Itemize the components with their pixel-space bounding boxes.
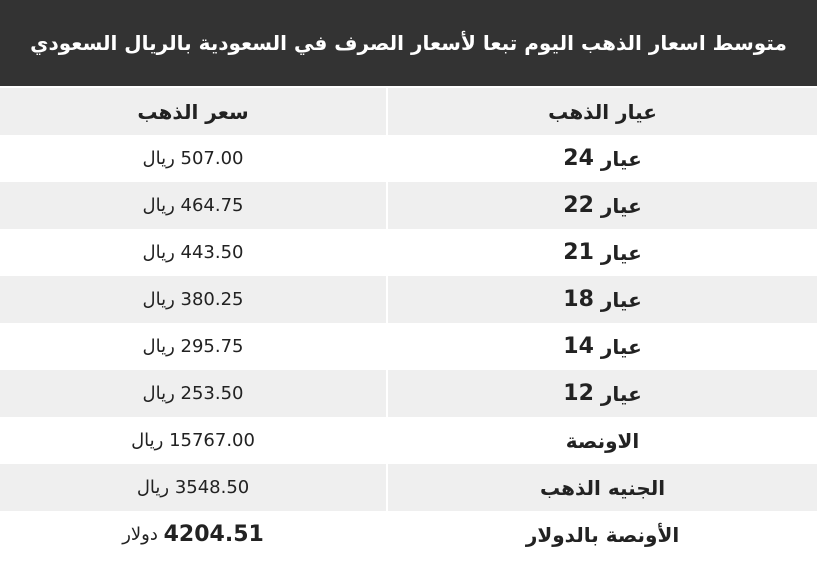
cell-text: 21 (563, 240, 594, 265)
cell-text: ريال (142, 242, 175, 263)
cell-text: عيار (600, 146, 642, 171)
cell-text: ريال (136, 477, 170, 498)
table-cell: 443.50 ريال (0, 229, 386, 276)
cell-text: الاونصة (565, 428, 640, 453)
table-title: متوسط اسعار الذهب اليوم تبعا لأسعار الصر… (0, 0, 817, 86)
cell-text: ريال (142, 336, 175, 357)
table-row: عيار 14 295.75 ريال (0, 323, 817, 370)
cell-text: الأونصة بالدولار (525, 522, 680, 547)
cell-text: 295.75 (180, 336, 244, 357)
column-header: سعر الذهب (137, 99, 249, 124)
table-cell: 3548.50 ريال (0, 464, 386, 511)
table-row: عيار 21 443.50 ريال (0, 229, 817, 276)
table-row: الاونصة 15767.00 ريال (0, 417, 817, 464)
cell-text: 253.50 (180, 383, 244, 404)
table-cell: 507.00 ريال (0, 135, 386, 182)
table-cell: عيار 22 (386, 182, 817, 229)
table-row: الجنيه الذهب 3548.50 ريال (0, 464, 817, 511)
cell-text: 380.25 (180, 289, 244, 310)
table-cell: الاونصة (386, 417, 817, 464)
cell-text: عيار (600, 287, 642, 312)
cell-text: 507.00 (180, 148, 244, 169)
cell-text: 12 (563, 381, 594, 406)
cell-text: 24 (563, 146, 594, 171)
cell-text: ريال (142, 289, 175, 310)
table-row: عيار 18 380.25 ريال (0, 276, 817, 323)
table-row: عيار 22 464.75 ريال (0, 182, 817, 229)
cell-text: 4204.51 (163, 522, 264, 547)
table-cell: عيار 24 (386, 135, 817, 182)
cell-text: 15767.00 (169, 430, 255, 451)
cell-text: ريال (142, 195, 175, 216)
table-row: عيار 24 507.00 ريال (0, 135, 817, 182)
table-cell: 380.25 ريال (0, 276, 386, 323)
cell-text: 3548.50 (174, 477, 250, 498)
table-cell: عيار 21 (386, 229, 817, 276)
header-row: عيار الذهب سعر الذهب (0, 88, 817, 135)
table-row: الأونصة بالدولار 4204.51 دولار (0, 511, 817, 558)
table-cell: عيار 14 (386, 323, 817, 370)
cell-text: عيار (600, 334, 642, 359)
column-header: عيار الذهب (386, 88, 817, 135)
cell-text: 18 (563, 287, 594, 312)
table-row: عيار 12 253.50 ريال (0, 370, 817, 417)
table-cell: الجنيه الذهب (386, 464, 817, 511)
table-cell: الأونصة بالدولار (386, 511, 817, 558)
cell-text: عيار (600, 193, 642, 218)
cell-text: ريال (142, 148, 175, 169)
table-cell: 295.75 ريال (0, 323, 386, 370)
cell-text: 22 (563, 193, 594, 218)
price-table: عيار الذهب سعر الذهب عيار 24 507.00 ريال عيا… (0, 88, 817, 558)
cell-text: 464.75 (180, 195, 244, 216)
cell-text: ريال (142, 383, 175, 404)
cell-text: عيار (600, 240, 642, 265)
table-cell: عيار 18 (386, 276, 817, 323)
table-cell: 464.75 ريال (0, 182, 386, 229)
cell-text: عيار (600, 381, 642, 406)
cell-text: 443.50 (180, 242, 244, 263)
table-cell: عيار 12 (386, 370, 817, 417)
table-cell: 15767.00 ريال (0, 417, 386, 464)
table-cell: 253.50 ريال (0, 370, 386, 417)
cell-text: الجنيه الذهب (539, 475, 666, 500)
table-cell: 4204.51 دولار (0, 511, 386, 558)
cell-text: 14 (563, 334, 594, 359)
cell-text: دولار (122, 524, 158, 545)
cell-text: ريال (131, 430, 164, 451)
